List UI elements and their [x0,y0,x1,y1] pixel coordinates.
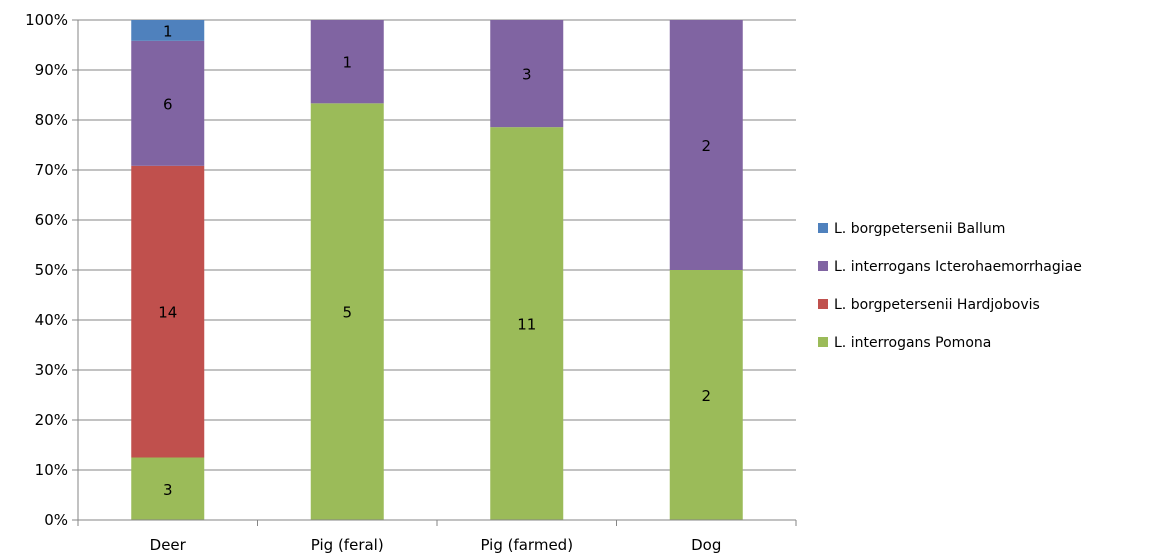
bar-segment [310,20,384,104]
data-label: 3 [163,481,173,499]
data-label: 3 [522,66,532,84]
legend: L. borgpetersenii Ballum L. interrogans I… [818,221,1082,351]
y-tick-label: 50% [35,261,68,279]
data-label: 1 [342,54,352,72]
data-label: 11 [517,316,536,334]
data-label: 14 [158,304,177,322]
legend-swatch [818,223,828,233]
legend-swatch [818,299,828,309]
legend-swatch [818,261,828,271]
bar-segment [490,20,564,128]
data-label: 2 [701,137,711,155]
y-tick-label: 40% [35,311,68,329]
legend-swatch [818,337,828,347]
x-tick-label: Dog [691,536,721,554]
bars [131,20,743,521]
data-label: 5 [342,304,352,322]
bar-segment [131,457,205,520]
data-label: 6 [163,95,173,113]
y-tick-label: 60% [35,211,68,229]
y-tick-label: 0% [44,511,68,529]
legend-label: L. borgpetersenii Ballum [834,221,1005,237]
bar-segment [669,270,743,520]
x-tick-label: Deer [150,536,187,554]
x-tick-label: Pig (farmed) [480,536,573,554]
y-tick-label: 30% [35,361,68,379]
bar-segment [131,40,205,166]
y-tick-label: 70% [35,161,68,179]
legend-label: L. interrogans Pomona [834,335,991,351]
bar-segment [310,103,384,520]
y-tick-label: 20% [35,411,68,429]
bar-segment [131,165,205,458]
axes: 0% 10% 20% 30% 40% 50% 60% 70% 80% 90% 100% Deer Pig… [25,11,797,554]
bar-segment [490,127,564,521]
data-label: 2 [701,387,711,405]
y-tick-label: 80% [35,111,68,129]
bar-segment [131,20,205,41]
data-label: 1 [163,22,173,40]
x-tick-label: Pig (feral) [311,536,384,554]
y-tick-label: 100% [25,11,68,29]
bar-segment [669,20,743,270]
legend-label: L. interrogans Icterohaemorrhagiae [834,259,1082,275]
y-tick-label: 90% [35,61,68,79]
y-tick-label: 10% [35,461,68,479]
legend-label: L. borgpetersenii Hardjobovis [834,297,1040,313]
